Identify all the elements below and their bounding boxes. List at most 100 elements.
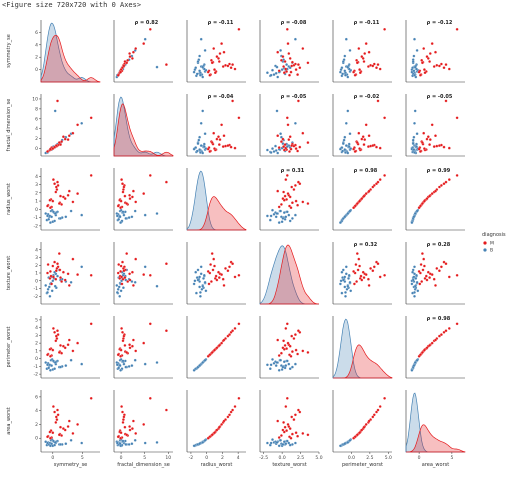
scatter-point-B [348,132,352,136]
panel-fractal_dimension_se-vs-symmetry_se: 0 2 4 6 8 10 fractal_dimension_se [6,94,100,157]
scatter-point-M [301,349,305,353]
scatter-point-M [372,62,376,66]
scatter-point-B [115,284,119,287]
scatter-point-M [358,264,362,268]
correlation-annotation: ρ = 0.99 [427,168,451,174]
scatter-point-M [421,268,425,272]
scatter-point-M [423,264,426,268]
scatter-point-M [123,60,127,63]
scatter-point-M [383,396,387,400]
scatter-point-M [226,269,230,273]
scatter-point-M [444,99,448,103]
scatter-point-M [59,194,62,198]
scatter-point-B [343,135,347,139]
scatter-point-M [421,351,424,354]
scatter-point-B [346,212,350,215]
scatter-point-M [428,143,432,147]
scatter-point-M [280,58,283,62]
scatter-point-M [277,354,281,357]
scatter-point-B [130,364,134,368]
scatter-point-M [119,354,122,358]
scatter-point-B [133,280,137,284]
legend-marker-B [483,248,487,252]
legend-label-B: B [490,248,493,254]
legend: diagnosis MB [482,232,506,254]
scatter-point-M [46,150,49,153]
scatter-point-M [294,348,298,352]
scatter-point-M [54,421,58,424]
scatter-point-M [376,408,380,412]
scatter-point-B [198,294,202,298]
y-tick-label: 4 [35,408,38,414]
scatter-point-B [203,132,207,136]
scatter-point-M [355,433,359,437]
scatter-point-B [411,268,415,272]
scatter-point-B [53,109,57,113]
scatter-point-B [155,284,159,288]
scatter-point-M [222,338,226,342]
scatter-point-B [275,441,279,444]
scatter-point-M [438,144,441,148]
scatter-point-B [413,212,417,215]
scatter-point-M [283,344,287,347]
scatter-point-M [119,206,122,210]
scatter-point-B [47,217,51,221]
scatter-point-M [125,351,129,354]
scatter-point-M [51,199,55,203]
scatter-point-M [364,42,368,45]
y-tick-label: 1 [35,348,38,354]
scatter-point-M [428,344,432,347]
scatter-point-M [122,269,126,273]
scatter-point-M [217,57,220,60]
y-tick-label: 4 [35,325,38,331]
scatter-point-B [203,280,207,284]
x-tick-label: 2.5 [297,455,304,461]
scatter-point-M [121,421,125,424]
panel-radius_worst-vs-radius_worst [186,168,247,231]
scatter-point-M [417,147,421,151]
scatter-point-M [428,60,432,63]
correlation-annotation: ρ = -0.11 [208,20,234,26]
scatter-point-B [287,362,291,366]
scatter-point-B [266,441,269,445]
scatter-point-M [297,180,300,184]
scatter-point-M [210,141,214,145]
scatter-point-B [412,275,416,279]
scatter-point-M [207,282,211,286]
scatter-point-B [412,148,416,152]
scatter-point-M [46,353,49,357]
scatter-point-M [217,276,221,280]
scatter-point-M [422,47,426,50]
scatter-point-M [63,428,67,432]
scatter-point-M [352,147,356,151]
scatter-point-M [67,134,71,138]
scatter-point-B [271,208,274,212]
scatter-point-M [355,202,359,205]
scatter-point-M [367,189,371,193]
scatter-point-M [208,73,212,77]
scatter-point-M [357,131,361,135]
y-tick-label: 2 [35,422,38,428]
scatter-point-M [63,197,67,201]
scatter-point-B [192,444,196,448]
scatter-point-M [56,99,59,103]
scatter-point-M [66,425,70,428]
scatter-point-M [285,429,289,433]
scatter-point-M [423,147,426,151]
scatter-point-B [199,144,203,148]
scatter-point-B [53,212,57,215]
y-tick-label: 0 [35,67,38,73]
x-axis-label: symmetry_se [54,462,88,468]
scatter-point-B [192,70,196,74]
scatter-point-M [66,272,70,276]
scatter-point-B [194,291,198,295]
scatter-point-M [148,396,152,400]
scatter-point-M [291,201,294,205]
scatter-point-B [269,363,273,367]
scatter-point-M [148,322,152,326]
scatter-point-M [229,410,233,414]
scatter-point-B [271,438,274,442]
scatter-point-B [195,72,199,76]
scatter-point-M [215,278,219,282]
scatter-point-B [194,270,198,274]
